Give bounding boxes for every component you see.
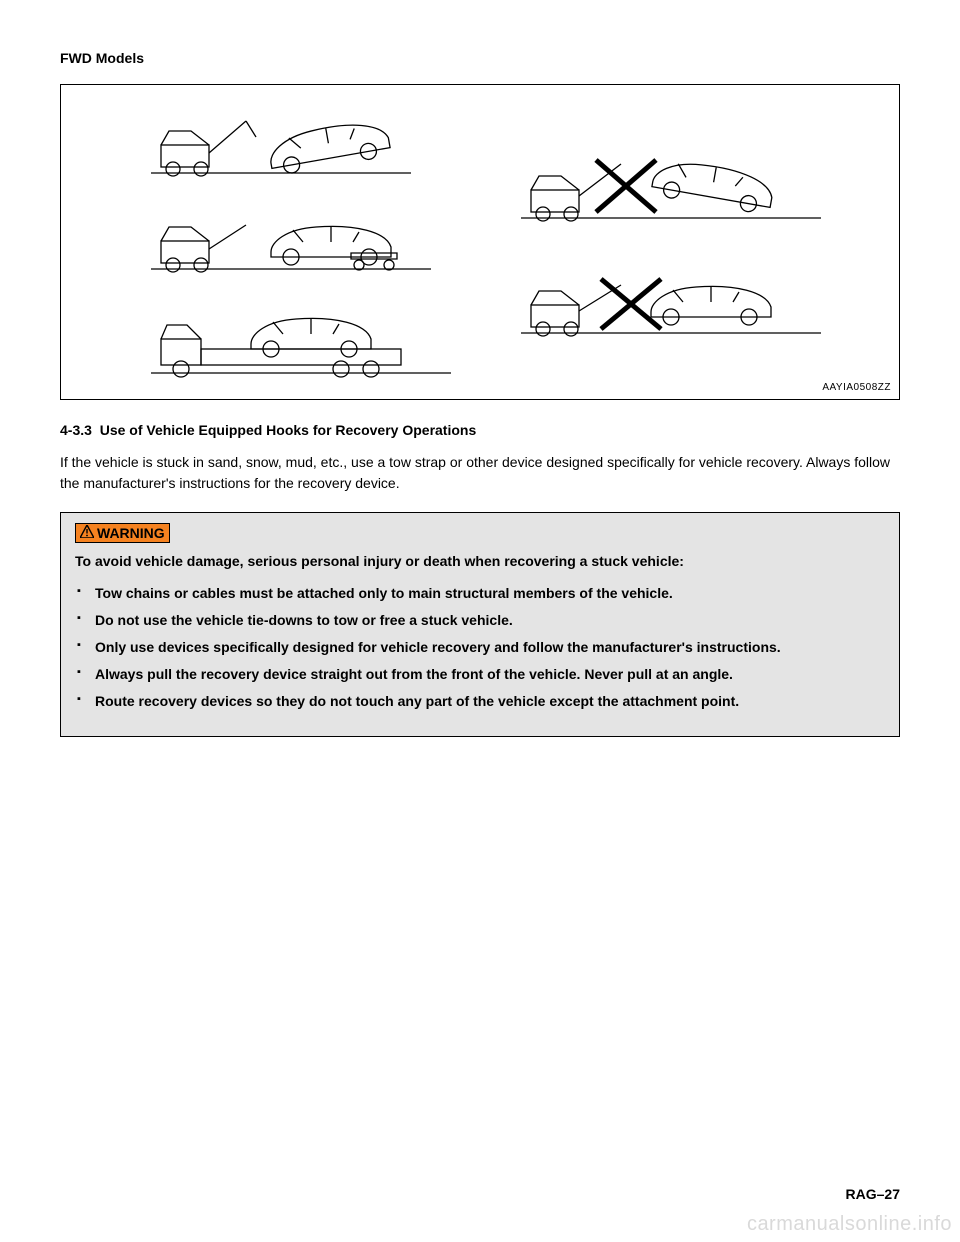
tow-diagram-front-lift-dolly (151, 197, 431, 277)
page-number: RAG–27 (846, 1186, 900, 1202)
warning-item: Tow chains or cables must be attached on… (77, 583, 885, 604)
warning-label-text: WARNING (97, 525, 165, 541)
towing-figure: AAYIA0508ZZ (60, 84, 900, 400)
warning-triangle-icon (80, 525, 94, 541)
warning-item: Always pull the recovery device straight… (77, 664, 885, 685)
tow-diagram-front-lift (151, 103, 411, 181)
body-paragraph: If the vehicle is stuck in sand, snow, m… (60, 452, 900, 494)
figure-code: AAYIA0508ZZ (822, 382, 891, 393)
page-heading: FWD Models (60, 50, 900, 66)
warning-item: Route recovery devices so they do not to… (77, 691, 885, 712)
tow-diagram-rear-lift-dolly-bad (521, 255, 821, 345)
watermark: carmanualsonline.info (747, 1213, 952, 1236)
warning-item: Do not use the vehicle tie-downs to tow … (77, 610, 885, 631)
warning-item: Only use devices specifically designed f… (77, 637, 885, 658)
section-title-text: Use of Vehicle Equipped Hooks for Recove… (100, 422, 477, 438)
tow-diagram-flatbed (151, 291, 451, 381)
warning-label: WARNING (75, 523, 170, 543)
warning-list: Tow chains or cables must be attached on… (75, 583, 885, 712)
section-title: 4-3.3 Use of Vehicle Equipped Hooks for … (60, 422, 900, 438)
warning-box: WARNING To avoid vehicle damage, serious… (60, 512, 900, 737)
tow-diagram-rear-lift-bad (521, 140, 821, 230)
warning-intro: To avoid vehicle damage, serious persona… (75, 553, 885, 569)
section-number: 4-3.3 (60, 422, 92, 438)
